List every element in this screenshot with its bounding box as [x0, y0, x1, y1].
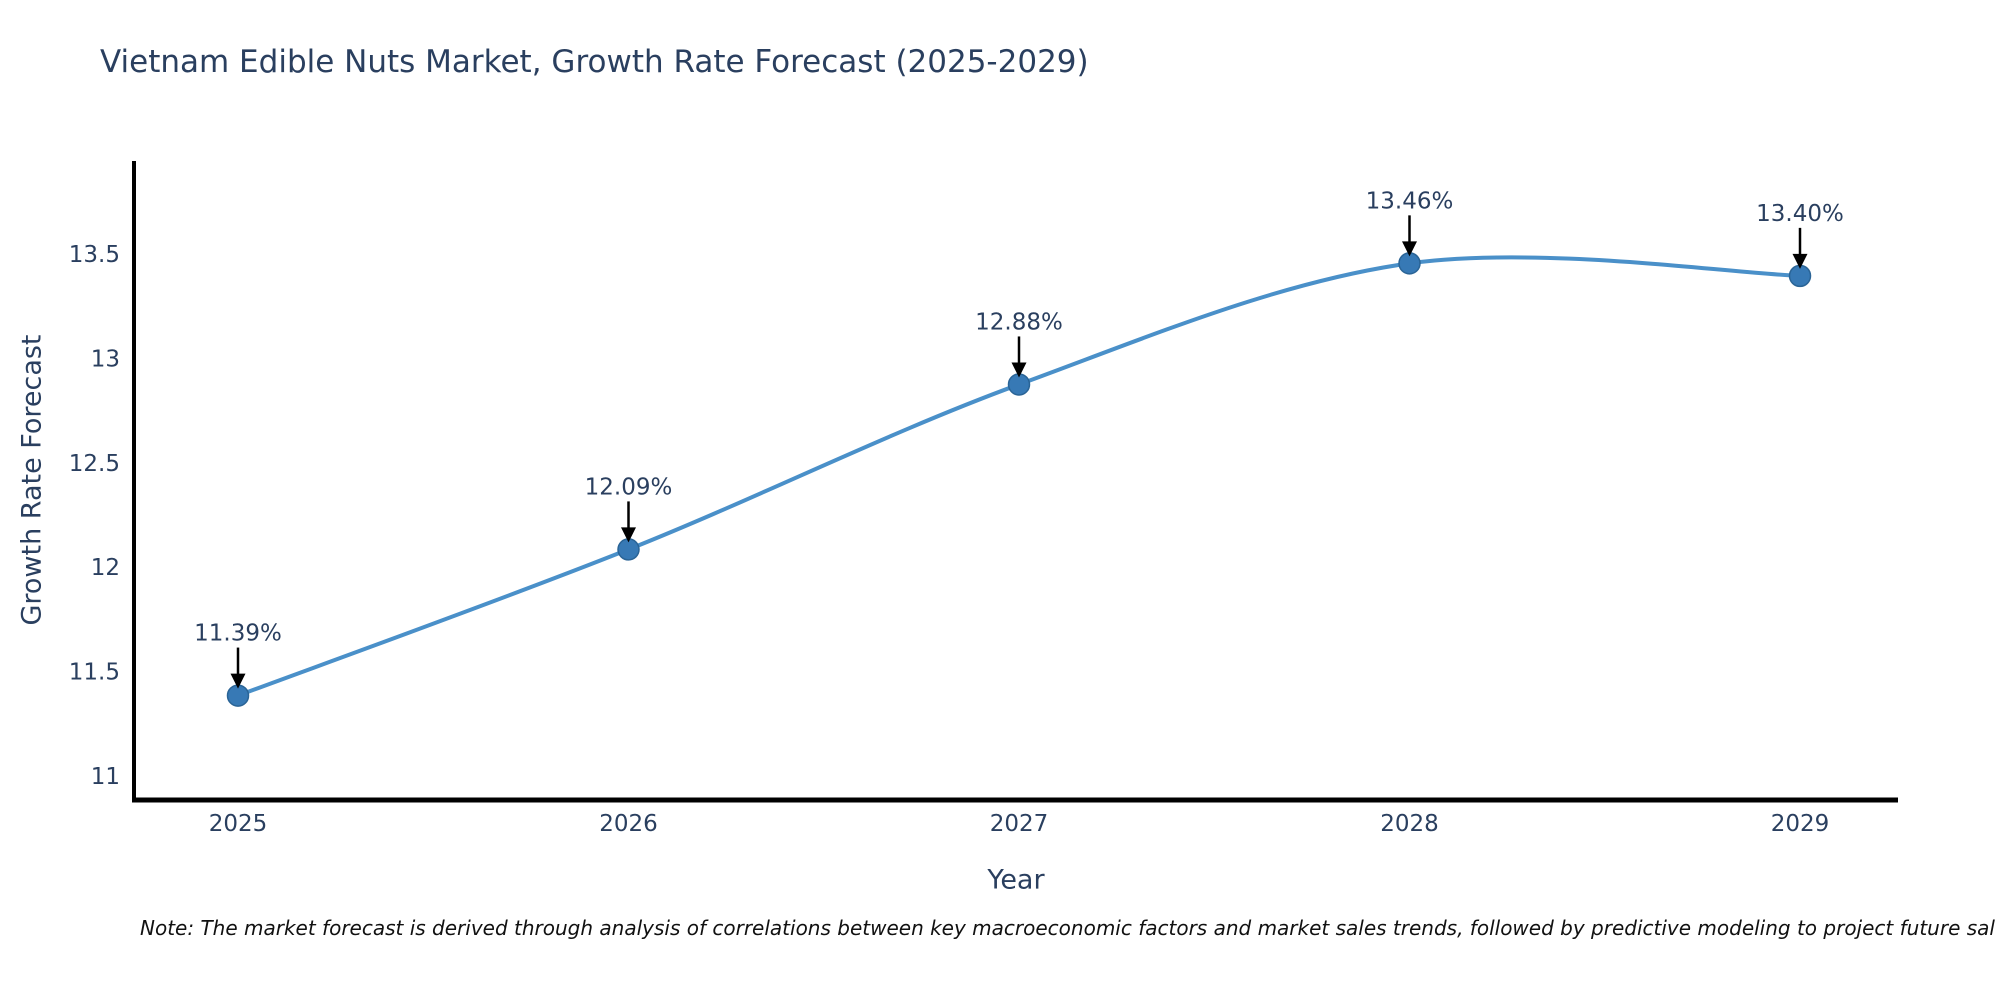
- y-tick-label: 12.5: [69, 451, 120, 477]
- y-axis-title: Growth Rate Forecast: [16, 334, 48, 626]
- annotation-arrow-head: [230, 673, 246, 689]
- annotation-arrow-head: [621, 527, 636, 543]
- footnote: Note: The market forecast is derived thr…: [140, 916, 1995, 940]
- x-axis-title: Year: [987, 864, 1045, 896]
- y-tick-label: 13: [91, 346, 120, 372]
- y-tick-label: 11.5: [69, 660, 120, 686]
- x-tick-label: 2026: [599, 811, 658, 837]
- annotation-arrow-head: [1402, 241, 1417, 257]
- point-label: 13.46%: [1366, 188, 1454, 214]
- y-tick-label: 11: [91, 764, 120, 790]
- y-tick-label: 13.5: [69, 242, 120, 268]
- point-label: 12.88%: [975, 309, 1063, 335]
- x-tick-label: 2025: [209, 811, 268, 837]
- annotation-arrow-head: [1792, 253, 1808, 269]
- x-tick-label: 2027: [990, 811, 1049, 837]
- point-label: 13.40%: [1756, 201, 1844, 227]
- chart-title: Vietnam Edible Nuts Market, Growth Rate …: [100, 44, 1089, 80]
- point-label: 12.09%: [585, 474, 673, 500]
- annotation-arrow-head: [1011, 362, 1027, 378]
- x-tick-label: 2028: [1380, 811, 1439, 837]
- y-tick-label: 12: [91, 555, 120, 581]
- x-tick-label: 2029: [1771, 811, 1830, 837]
- point-label: 11.39%: [194, 621, 282, 647]
